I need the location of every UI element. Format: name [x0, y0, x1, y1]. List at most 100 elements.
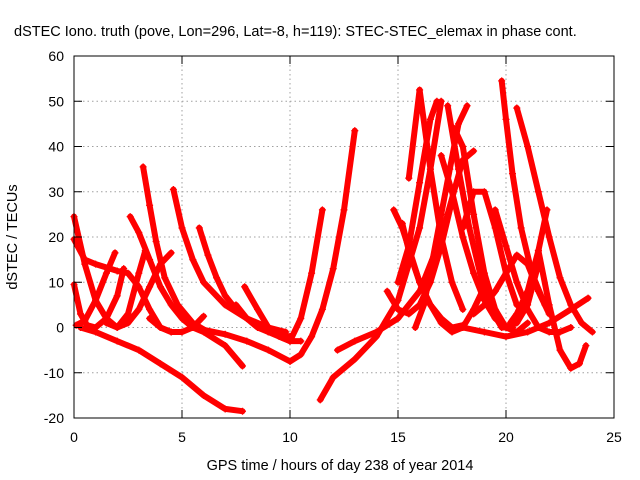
data-point	[243, 337, 251, 345]
axis-ticks	[73, 55, 615, 419]
data-point	[584, 294, 592, 302]
data-point	[448, 324, 456, 331]
data-point	[448, 278, 456, 286]
data-point	[113, 267, 121, 275]
data-point	[534, 324, 542, 331]
series-line	[127, 213, 246, 369]
data-point	[297, 351, 305, 359]
series-arc14	[200, 127, 359, 365]
data-point	[167, 301, 175, 309]
data-point	[513, 319, 521, 327]
data-point	[416, 86, 424, 94]
series-arc4	[72, 249, 119, 329]
series-line	[146, 313, 207, 335]
data-point	[426, 301, 434, 309]
data-point	[254, 324, 262, 331]
y-tick-label: -10	[44, 365, 64, 381]
data-point	[556, 346, 564, 354]
data-point	[297, 314, 305, 322]
data-point	[463, 102, 471, 110]
data-point	[543, 206, 551, 214]
data-point	[124, 319, 132, 327]
data-point	[200, 391, 208, 399]
data-point	[480, 301, 488, 309]
data-point	[111, 249, 119, 257]
x-tick-label: 10	[282, 429, 298, 445]
series-arc21	[394, 97, 441, 286]
data-point	[502, 115, 510, 123]
data-point	[351, 355, 359, 363]
data-point	[238, 362, 246, 370]
data-point	[524, 319, 532, 327]
series-line	[535, 247, 589, 372]
data-point	[454, 120, 462, 128]
data-point	[221, 342, 229, 350]
data-point	[135, 346, 143, 354]
data-point	[167, 328, 175, 336]
data-point	[448, 188, 456, 196]
data-point	[470, 188, 478, 196]
data-point	[545, 328, 553, 336]
data-point	[459, 143, 467, 150]
data-point	[146, 256, 154, 264]
data-point	[92, 260, 100, 268]
data-point	[124, 310, 132, 318]
data-point	[286, 337, 294, 345]
data-point	[329, 265, 337, 273]
data-point	[470, 269, 478, 277]
data-point	[390, 206, 398, 214]
data-point	[437, 314, 445, 322]
data-point	[308, 269, 316, 277]
x-tick-label: 0	[70, 429, 78, 445]
y-axis-label: dSTEC / TECUs	[5, 184, 21, 289]
data-point	[459, 324, 467, 331]
data-point	[213, 274, 221, 282]
data-point	[120, 265, 128, 273]
data-point	[506, 319, 514, 327]
data-point	[470, 147, 478, 155]
data-point	[450, 124, 458, 132]
data-point	[416, 179, 424, 187]
data-point	[174, 301, 182, 309]
series-arc33	[534, 247, 590, 372]
y-tick-label: 20	[48, 229, 64, 245]
series-arc34	[491, 206, 575, 336]
data-point	[524, 143, 532, 150]
data-point	[318, 305, 326, 313]
data-point	[502, 269, 510, 277]
data-point	[394, 314, 402, 322]
data-point	[508, 170, 516, 178]
data-point	[459, 305, 467, 313]
data-point	[178, 314, 186, 322]
series-line	[317, 98, 445, 403]
chart-title: dSTEC Iono. truth (pove, Lon=296, Lat=-8…	[14, 24, 577, 40]
data-point	[545, 233, 553, 241]
data-point	[480, 328, 488, 336]
data-series	[70, 77, 596, 415]
x-tick-label: 20	[498, 429, 514, 445]
data-point	[513, 278, 521, 286]
data-point	[195, 224, 203, 232]
data-point	[437, 210, 445, 218]
data-point	[524, 328, 532, 336]
x-tick-label: 5	[178, 429, 186, 445]
data-point	[135, 269, 143, 277]
data-point	[318, 206, 326, 214]
data-point	[297, 337, 305, 345]
data-point	[459, 233, 467, 241]
data-point	[146, 305, 154, 313]
data-point	[394, 278, 402, 286]
data-point	[394, 305, 402, 313]
data-point	[126, 213, 134, 221]
data-point	[189, 256, 197, 264]
data-point	[200, 326, 208, 334]
data-point	[416, 278, 424, 286]
data-point	[241, 283, 249, 291]
data-point	[264, 324, 272, 331]
data-point	[135, 228, 143, 236]
data-point	[588, 328, 596, 336]
data-point	[480, 188, 488, 196]
data-point	[480, 269, 488, 277]
data-point	[156, 324, 164, 331]
data-point	[491, 287, 499, 295]
